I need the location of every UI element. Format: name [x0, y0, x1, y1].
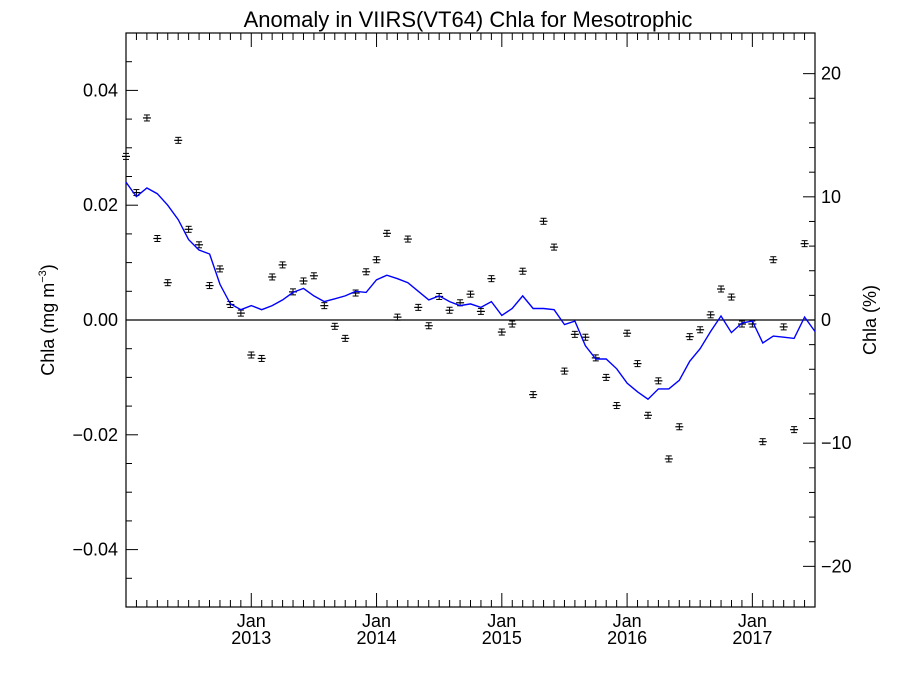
- data-point: [633, 360, 642, 368]
- left-y-label-close: ): [38, 264, 58, 270]
- x-tick-year: 2014: [357, 628, 397, 648]
- data-point: [612, 402, 621, 410]
- right-tick-label: −10: [821, 433, 852, 453]
- data-point: [247, 351, 256, 359]
- x-tick-month: Jan: [487, 611, 516, 631]
- data-point: [758, 438, 767, 446]
- data-point: [685, 333, 694, 341]
- data-point: [717, 285, 726, 293]
- left-tick-label: 0.02: [83, 195, 118, 215]
- data-point: [727, 293, 736, 301]
- x-tick-year: 2013: [231, 628, 271, 648]
- data-point: [779, 323, 788, 331]
- data-point: [769, 256, 778, 264]
- right-tick-label: −20: [821, 556, 852, 576]
- data-point: [299, 277, 308, 285]
- data-point: [529, 391, 538, 399]
- data-point: [205, 282, 214, 290]
- data-point: [142, 114, 151, 122]
- x-tick-month: Jan: [613, 611, 642, 631]
- left-y-label-main: Chla (mg m: [38, 283, 58, 376]
- data-point: [737, 320, 746, 328]
- data-point: [560, 367, 569, 375]
- x-tick-month: Jan: [237, 611, 266, 631]
- data-point: [675, 423, 684, 431]
- trend-line: [125, 181, 816, 401]
- data-point: [497, 328, 506, 336]
- left-y-label-sup: −3: [37, 270, 49, 283]
- chart-title: Anomaly in VIIRS(VT64) Chla for Mesotrop…: [244, 7, 693, 32]
- data-point: [268, 273, 277, 281]
- left-tick-label: 0.04: [83, 80, 118, 100]
- data-point: [382, 229, 391, 237]
- x-tick-year: 2016: [607, 628, 647, 648]
- x-tick-month: Jan: [738, 611, 767, 631]
- data-point: [184, 225, 193, 233]
- data-point: [466, 290, 475, 298]
- data-point: [706, 311, 715, 319]
- data-point: [696, 326, 705, 334]
- data-point: [341, 334, 350, 342]
- data-point: [539, 217, 548, 225]
- x-tick-month: Jan: [362, 611, 391, 631]
- data-point: [518, 267, 527, 275]
- data-point: [644, 411, 653, 419]
- data-point: [320, 302, 329, 310]
- data-point: [174, 136, 183, 144]
- data-point: [330, 322, 339, 330]
- data-point: [623, 329, 632, 337]
- data-point: [570, 330, 579, 338]
- data-point: [372, 256, 381, 264]
- x-tick-year: 2017: [732, 628, 772, 648]
- data-point: [257, 354, 266, 362]
- data-point: [236, 309, 245, 317]
- left-tick-label: 0.00: [83, 310, 118, 330]
- left-y-axis: 0.04 0.02 0.00 −0.02 −0.04: [72, 32, 138, 608]
- left-tick-label: −0.02: [72, 425, 118, 445]
- data-point: [153, 234, 162, 242]
- left-y-label: Chla (mg m−3): [37, 264, 58, 376]
- x-tick-year: 2015: [482, 628, 522, 648]
- data-point: [163, 279, 172, 287]
- right-tick-label: 20: [821, 64, 841, 84]
- data-point: [424, 322, 433, 330]
- data-point: [790, 426, 799, 434]
- data-point: [550, 243, 559, 251]
- data-point: [215, 265, 224, 273]
- right-y-label: Chla (%): [860, 285, 880, 355]
- data-point: [800, 240, 809, 248]
- data-point: [654, 377, 663, 385]
- data-point: [445, 306, 454, 314]
- data-point: [362, 268, 371, 276]
- data-point: [122, 152, 130, 160]
- anomaly-points: [122, 114, 809, 463]
- data-point: [602, 373, 611, 381]
- data-point: [476, 307, 485, 315]
- data-point: [664, 455, 673, 463]
- data-point: [393, 313, 402, 321]
- right-tick-label: 0: [821, 310, 831, 330]
- data-point: [278, 261, 287, 269]
- right-tick-label: 10: [821, 187, 841, 207]
- data-point: [508, 320, 517, 328]
- data-point: [403, 235, 412, 243]
- right-y-axis: 20 10 0 −10 −20: [803, 64, 852, 576]
- left-tick-label: −0.04: [72, 540, 118, 560]
- data-point: [414, 303, 423, 311]
- data-point: [309, 272, 318, 280]
- data-point: [487, 275, 496, 283]
